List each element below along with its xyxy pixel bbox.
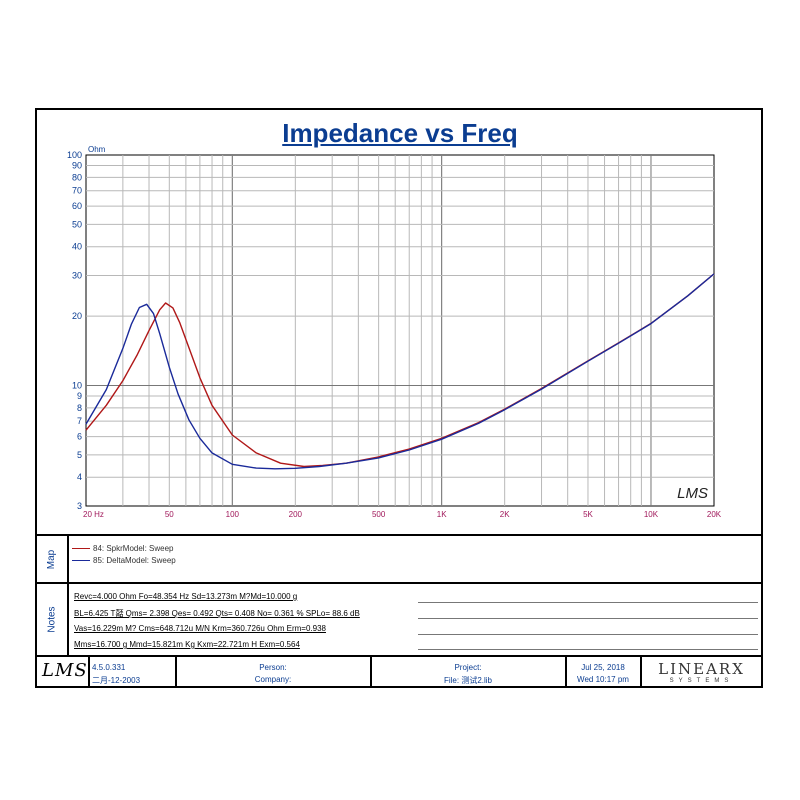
y-tick-label: 3	[77, 501, 82, 511]
x-tick-label: 50	[165, 510, 174, 519]
time-text: Wed 10:17 pm	[577, 675, 629, 684]
x-tick-label: 5K	[583, 510, 593, 519]
x-tick-label: 2K	[500, 510, 510, 519]
divider-footer-top	[35, 655, 763, 657]
y-tick-label: 30	[72, 271, 82, 281]
lms-logo: LMS	[42, 660, 88, 681]
legend-item-spkrmodel: 84: SpkrModel: Sweep	[72, 544, 174, 553]
note-rule	[418, 618, 758, 619]
legend-label: 85: DeltaModel: Sweep	[93, 556, 176, 565]
legend-swatch	[72, 548, 90, 549]
side-divider	[67, 534, 69, 655]
x-tick-label: 500	[372, 510, 386, 519]
footer-divider	[640, 657, 642, 688]
footer-divider	[565, 657, 567, 688]
note-rule	[418, 649, 758, 650]
linearx-logo: LINEARX	[658, 660, 745, 678]
x-tick-label: 20 Hz	[83, 510, 104, 519]
y-tick-label: 70	[72, 186, 82, 196]
footer-divider	[370, 657, 372, 688]
y-tick-label: 50	[72, 219, 82, 229]
y-tick-label: 5	[77, 450, 82, 460]
linearx-subtitle: SYSTEMS	[669, 678, 734, 684]
y-tick-label: 9	[77, 391, 82, 401]
map-side-label: Map	[46, 549, 58, 569]
x-tick-label: 200	[289, 510, 303, 519]
note-line-4: Mms=16.700 g Mmd=15.821m Kg Kxm=22.721m …	[74, 640, 300, 649]
series-line-deltamodel	[85, 273, 715, 470]
y-tick-label: 20	[72, 311, 82, 321]
chart-title: Impedance vs Freq	[282, 118, 518, 148]
project-label: Project:	[454, 663, 482, 672]
y-tick-label: 4	[77, 472, 82, 482]
y-tick-label: 80	[72, 172, 82, 182]
y-tick-label: 40	[72, 242, 82, 252]
date-text: Jul 25, 2018	[581, 663, 625, 672]
note-line-3: Vas=16.229m M? Cms=648.712u M/N Krm=360.…	[74, 624, 326, 633]
build-date-text: 二月-12-2003	[92, 676, 141, 685]
y-tick-label: 10	[72, 380, 82, 390]
y-tick-label: 100	[67, 150, 82, 160]
divider-map-top	[35, 534, 763, 536]
x-tick-label: 100	[226, 510, 240, 519]
version-text: 4.5.0.331	[92, 663, 126, 672]
file-label: File: 测试2.lib	[443, 676, 492, 685]
x-tick-label: 20K	[707, 510, 722, 519]
plot-area	[85, 154, 715, 507]
legend-item-deltamodel: 85: DeltaModel: Sweep	[72, 556, 176, 565]
lms-watermark: LMS	[677, 485, 708, 502]
note-line-2: BL=6.425 T嚭 Qms= 2.398 Qes= 0.492 Qts= 0…	[74, 609, 360, 618]
divider-notes-top	[35, 582, 763, 584]
footer-divider	[175, 657, 177, 688]
y-tick-label: 90	[72, 161, 82, 171]
legend-swatch	[72, 560, 90, 561]
footer-divider	[88, 657, 90, 688]
person-label: Person:	[259, 663, 287, 672]
y-tick-label: 6	[77, 432, 82, 442]
x-tick-label: 1K	[437, 510, 447, 519]
notes-side-label: Notes	[46, 606, 58, 633]
y-axis-label: Ohm	[88, 145, 106, 154]
y-tick-label: 60	[72, 201, 82, 211]
y-tick-label: 8	[77, 403, 82, 413]
y-tick-label: 7	[77, 416, 82, 426]
legend-label: 84: SpkrModel: Sweep	[93, 544, 174, 553]
note-line-1: Revc=4.000 Ohm Fo=48.354 Hz Sd=13.273m M…	[74, 592, 298, 601]
company-label: Company:	[254, 675, 292, 684]
report-frame	[35, 108, 763, 688]
note-rule	[418, 634, 758, 635]
x-tick-label: 10K	[644, 510, 659, 519]
note-rule	[418, 602, 758, 603]
